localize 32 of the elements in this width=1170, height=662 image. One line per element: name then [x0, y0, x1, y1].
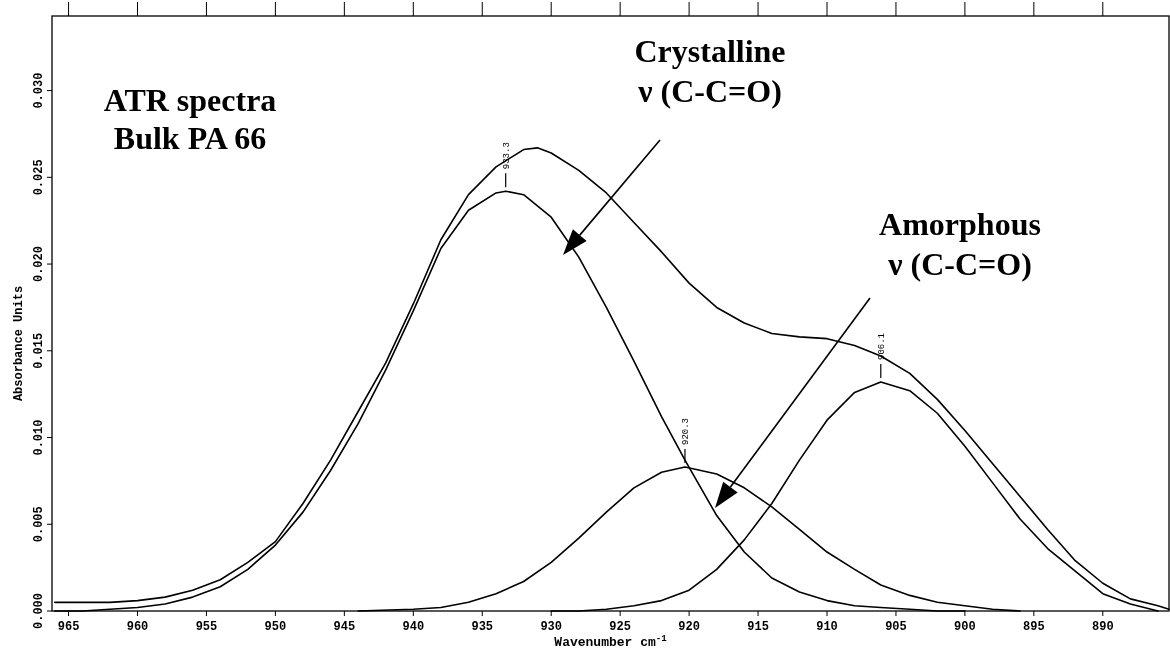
annotation: Crystalline ν (C-C=O): [634, 33, 786, 109]
annotation: 933.3: [501, 142, 512, 170]
annotation: 906.1: [876, 333, 887, 361]
x-tick-label: 920: [678, 620, 700, 634]
y-tick-label: 0.010: [32, 419, 46, 456]
y-tick-label: 0.000: [32, 592, 46, 630]
annotation: 920.3: [680, 418, 691, 446]
x-tick-label: 950: [264, 620, 287, 634]
y-tick-label: 0.020: [32, 246, 46, 283]
y-tick-label: 0.015: [32, 332, 46, 369]
x-tick-label: 935: [471, 620, 494, 634]
y-tick-label: 0.030: [32, 72, 46, 109]
y-tick-label: 0.005: [32, 506, 46, 543]
x-tick-label: 955: [195, 620, 218, 634]
x-axis-title: Wavenumber cm$^{-1}$: [554, 632, 668, 650]
x-tick-label: 910: [816, 620, 838, 634]
x-tick-label: 890: [1092, 620, 1114, 634]
y-tick-label: 0.025: [32, 159, 46, 196]
x-tick-label: 960: [126, 620, 149, 634]
x-tick-label: 895: [1023, 620, 1045, 634]
x-tick-label: 900: [954, 620, 976, 634]
x-tick-label: 930: [540, 620, 563, 634]
x-tick-label: 925: [609, 620, 631, 634]
x-tick-label: 915: [747, 620, 769, 634]
x-tick-label: 965: [57, 620, 80, 634]
text: Bulk PA 66: [113, 120, 267, 156]
annotation: Amorphous ν (C-C=O): [879, 206, 1041, 282]
x-tick-label: 940: [402, 620, 425, 634]
y-axis-title: Absorbance Units: [12, 285, 26, 402]
x-tick-label: 905: [885, 620, 907, 634]
x-tick-label: 945: [333, 620, 356, 634]
text: ATR spectra: [103, 82, 277, 118]
